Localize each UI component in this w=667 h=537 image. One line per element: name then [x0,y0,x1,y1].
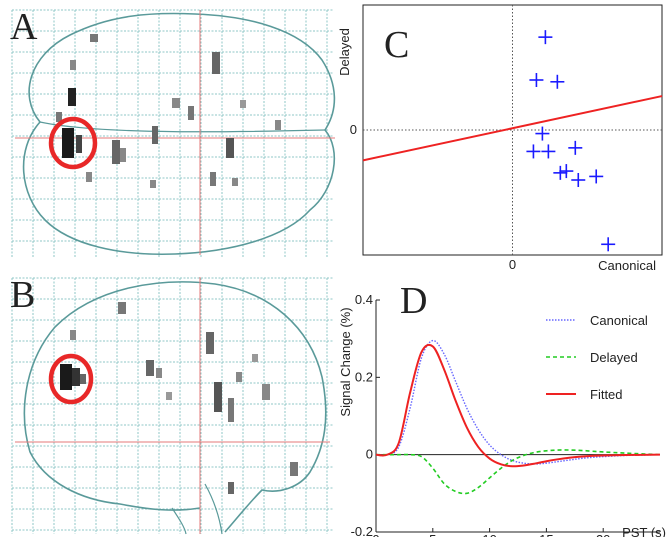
tick-labels: 00 [350,122,516,272]
panel-letter-d: D [400,280,428,322]
brainstem-sagittal [171,483,223,535]
y-tick-label: 0.2 [355,369,373,384]
legend-label: Delayed [590,350,638,365]
scatter-point [529,73,544,87]
axes-d [375,299,660,533]
legend-d: Canonical Delayed Fitted [546,313,648,402]
scatter-point [601,237,616,252]
highlight-circle-a [48,116,98,170]
tick-labels-d: -0.200.20.405101520 [351,292,611,537]
y-tick-label: 0.4 [355,292,373,307]
scatter-chart-c: 00 Canonical Delayed [338,4,663,272]
x-tick-label: 0 [372,532,379,537]
legend-label: Fitted [590,387,623,402]
panel-a: A [0,0,338,265]
scatter-point [589,169,604,184]
scatter-point [550,74,565,89]
brain-outline-sagittal [23,281,327,533]
legend-label: Canonical [590,313,648,328]
glass-brain-grid [11,277,334,534]
x-tick-label: 20 [596,532,610,537]
x-axis-label-c: Canonical [598,258,656,272]
activation-blobs-a [56,34,281,188]
fit-line-group [362,95,663,162]
x-tick-label: 15 [539,532,553,537]
panel-d: -0.200.20.405101520 CanonicalDelayedFitt… [338,272,667,537]
x-tick-label: 0 [509,257,516,272]
zero-lines [363,5,662,255]
scatter-point [541,144,556,159]
y-tick-label: 0 [366,447,373,462]
highlight-circle-b [48,353,94,405]
line-chart-d: -0.200.20.405101520 CanonicalDelayedFitt… [338,292,666,537]
x-tick-label: 10 [482,532,496,537]
y-tick-label: 0 [350,122,357,137]
sagittal-glass-brain [11,277,334,535]
panel-letter-c: C [384,24,410,66]
panel-letter-b: B [10,274,36,316]
y-axis-label-d: Signal Change (%) [338,307,353,416]
panel-letter-a: A [10,6,38,48]
scatter-point [535,126,550,141]
x-tick-label: 5 [429,532,436,537]
regression-line [362,95,663,162]
scatter-points [526,30,616,252]
series-line-fitted [375,343,661,468]
scatter-point [553,165,568,180]
scatter-point [526,144,541,159]
y-tick-label: -0.2 [351,524,373,537]
midline-axial [39,121,326,133]
glass-brain-grid [11,9,334,258]
y-axis-label-c: Delayed [338,28,352,76]
axial-glass-brain [11,9,336,258]
scatter-point [571,173,586,187]
series-lines [375,339,661,495]
activation-blobs-b [60,302,298,494]
scatter-point [559,164,574,179]
x-axis-label-d: PST (s) [622,525,666,537]
panel-b: B [0,272,338,537]
scatter-point [568,140,583,155]
scatter-point [538,30,553,45]
series-line-delayed [376,449,661,495]
